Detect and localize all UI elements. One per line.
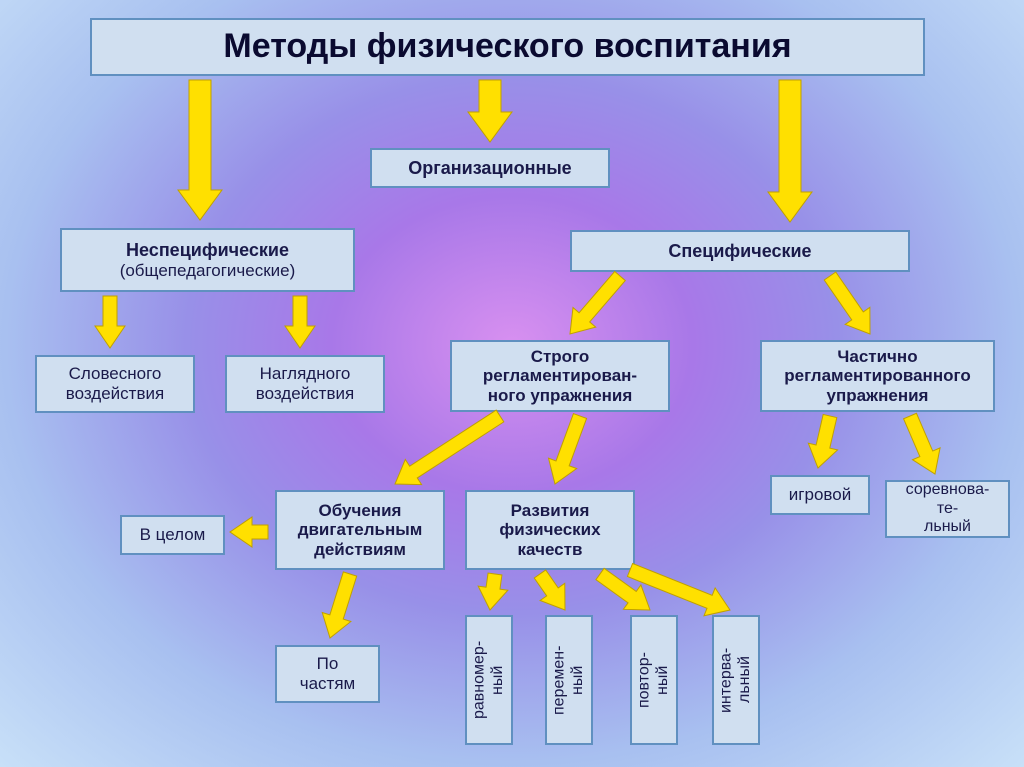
node-nonspecific: Неспецифические (общепедагогические): [60, 228, 355, 292]
label: Организационные: [408, 158, 571, 179]
node-game: игровой: [770, 475, 870, 515]
node-strictly-regulated: Строго регламентирован- ного упражнения: [450, 340, 670, 412]
node-verbal: Словесного воздействия: [35, 355, 195, 413]
node-competitive: соревнова-те- льный: [885, 480, 1010, 538]
label: Наглядного воздействия: [256, 364, 354, 403]
node-interval: интерва- льный: [712, 615, 760, 745]
node-whole: В целом: [120, 515, 225, 555]
title-box: Методы физического воспитания: [90, 18, 925, 76]
label: соревнова-те- льный: [895, 481, 1000, 536]
title-text: Методы физического воспитания: [223, 27, 791, 66]
label: повтор- ный: [636, 652, 673, 708]
label: перемен- ный: [551, 645, 588, 714]
node-phys-qualities: Развития физических качеств: [465, 490, 635, 570]
node-variable: перемен- ный: [545, 615, 593, 745]
label: Обучения двигательным действиям: [298, 501, 423, 560]
node-visual: Наглядного воздействия: [225, 355, 385, 413]
node-organizational: Организационные: [370, 148, 610, 188]
label: интерва- льный: [718, 647, 755, 712]
label: игровой: [789, 485, 851, 505]
node-motor-learning: Обучения двигательным действиям: [275, 490, 445, 570]
label-sub: (общепедагогические): [120, 261, 296, 281]
node-specific: Специфические: [570, 230, 910, 272]
label-main: Неспецифические: [126, 240, 289, 261]
label: Развития физических качеств: [499, 501, 600, 560]
label: Частично регламентированного упражнения: [784, 347, 970, 406]
label: Словесного воздействия: [66, 364, 164, 403]
label: По частям: [300, 654, 356, 693]
node-partially-regulated: Частично регламентированного упражнения: [760, 340, 995, 412]
node-uniform: равномер- ный: [465, 615, 513, 745]
node-parts: По частям: [275, 645, 380, 703]
node-repeated: повтор- ный: [630, 615, 678, 745]
label: Строго регламентирован- ного упражнения: [483, 347, 637, 406]
label: В целом: [140, 525, 206, 545]
label: Специфические: [668, 241, 811, 262]
label: равномер- ный: [471, 641, 508, 719]
